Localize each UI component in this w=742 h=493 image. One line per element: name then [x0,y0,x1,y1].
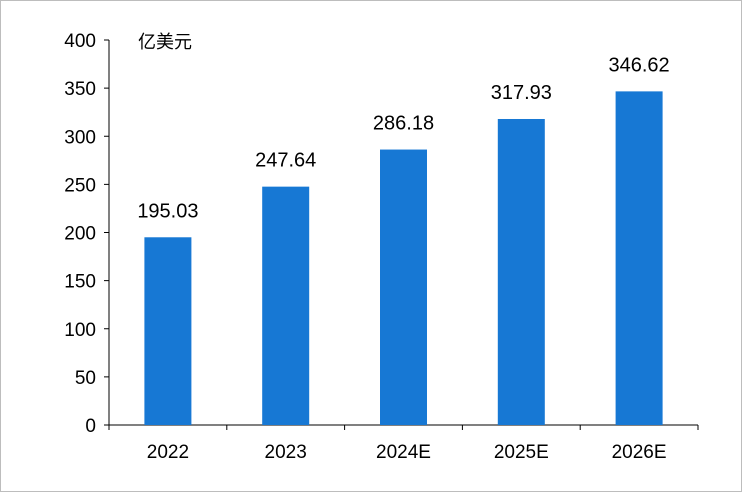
data-label: 317.93 [491,82,552,104]
bar [380,149,427,425]
unit-label: 亿美元 [138,32,192,53]
x-tick-label: 2025E [494,442,549,463]
x-tick-labels: 2022 2023 2024E 2025E 2026E [147,442,667,463]
bar [615,91,663,426]
x-tick-label: 2024E [376,442,431,463]
y-tick-labels: 0 50 100 150 200 250 300 350 400 [64,31,96,437]
x-tick-label: 2023 [265,442,307,463]
bars [144,91,663,426]
x-tick-label: 2026E [612,442,667,463]
data-label: 286.18 [373,113,434,135]
y-tick-label: 350 [64,79,96,100]
y-tick-label: 100 [64,320,96,341]
y-tick-label: 400 [64,31,96,52]
x-tick-label: 2022 [147,442,189,463]
axes [104,39,699,430]
y-tick-label: 200 [64,224,96,245]
bar [497,118,545,426]
y-tick-label: 150 [64,272,96,293]
y-tick-label: 300 [64,127,96,148]
y-tick-label: 50 [75,368,96,389]
data-label: 346.62 [609,54,670,76]
data-labels: 195.03 247.64 286.18 317.93 346.62 [137,54,669,222]
y-tick-label: 0 [85,416,96,437]
bar [144,237,192,425]
y-tick-label: 250 [64,175,96,196]
data-label: 247.64 [255,150,316,172]
bar [262,186,310,425]
data-label: 195.03 [137,200,198,222]
